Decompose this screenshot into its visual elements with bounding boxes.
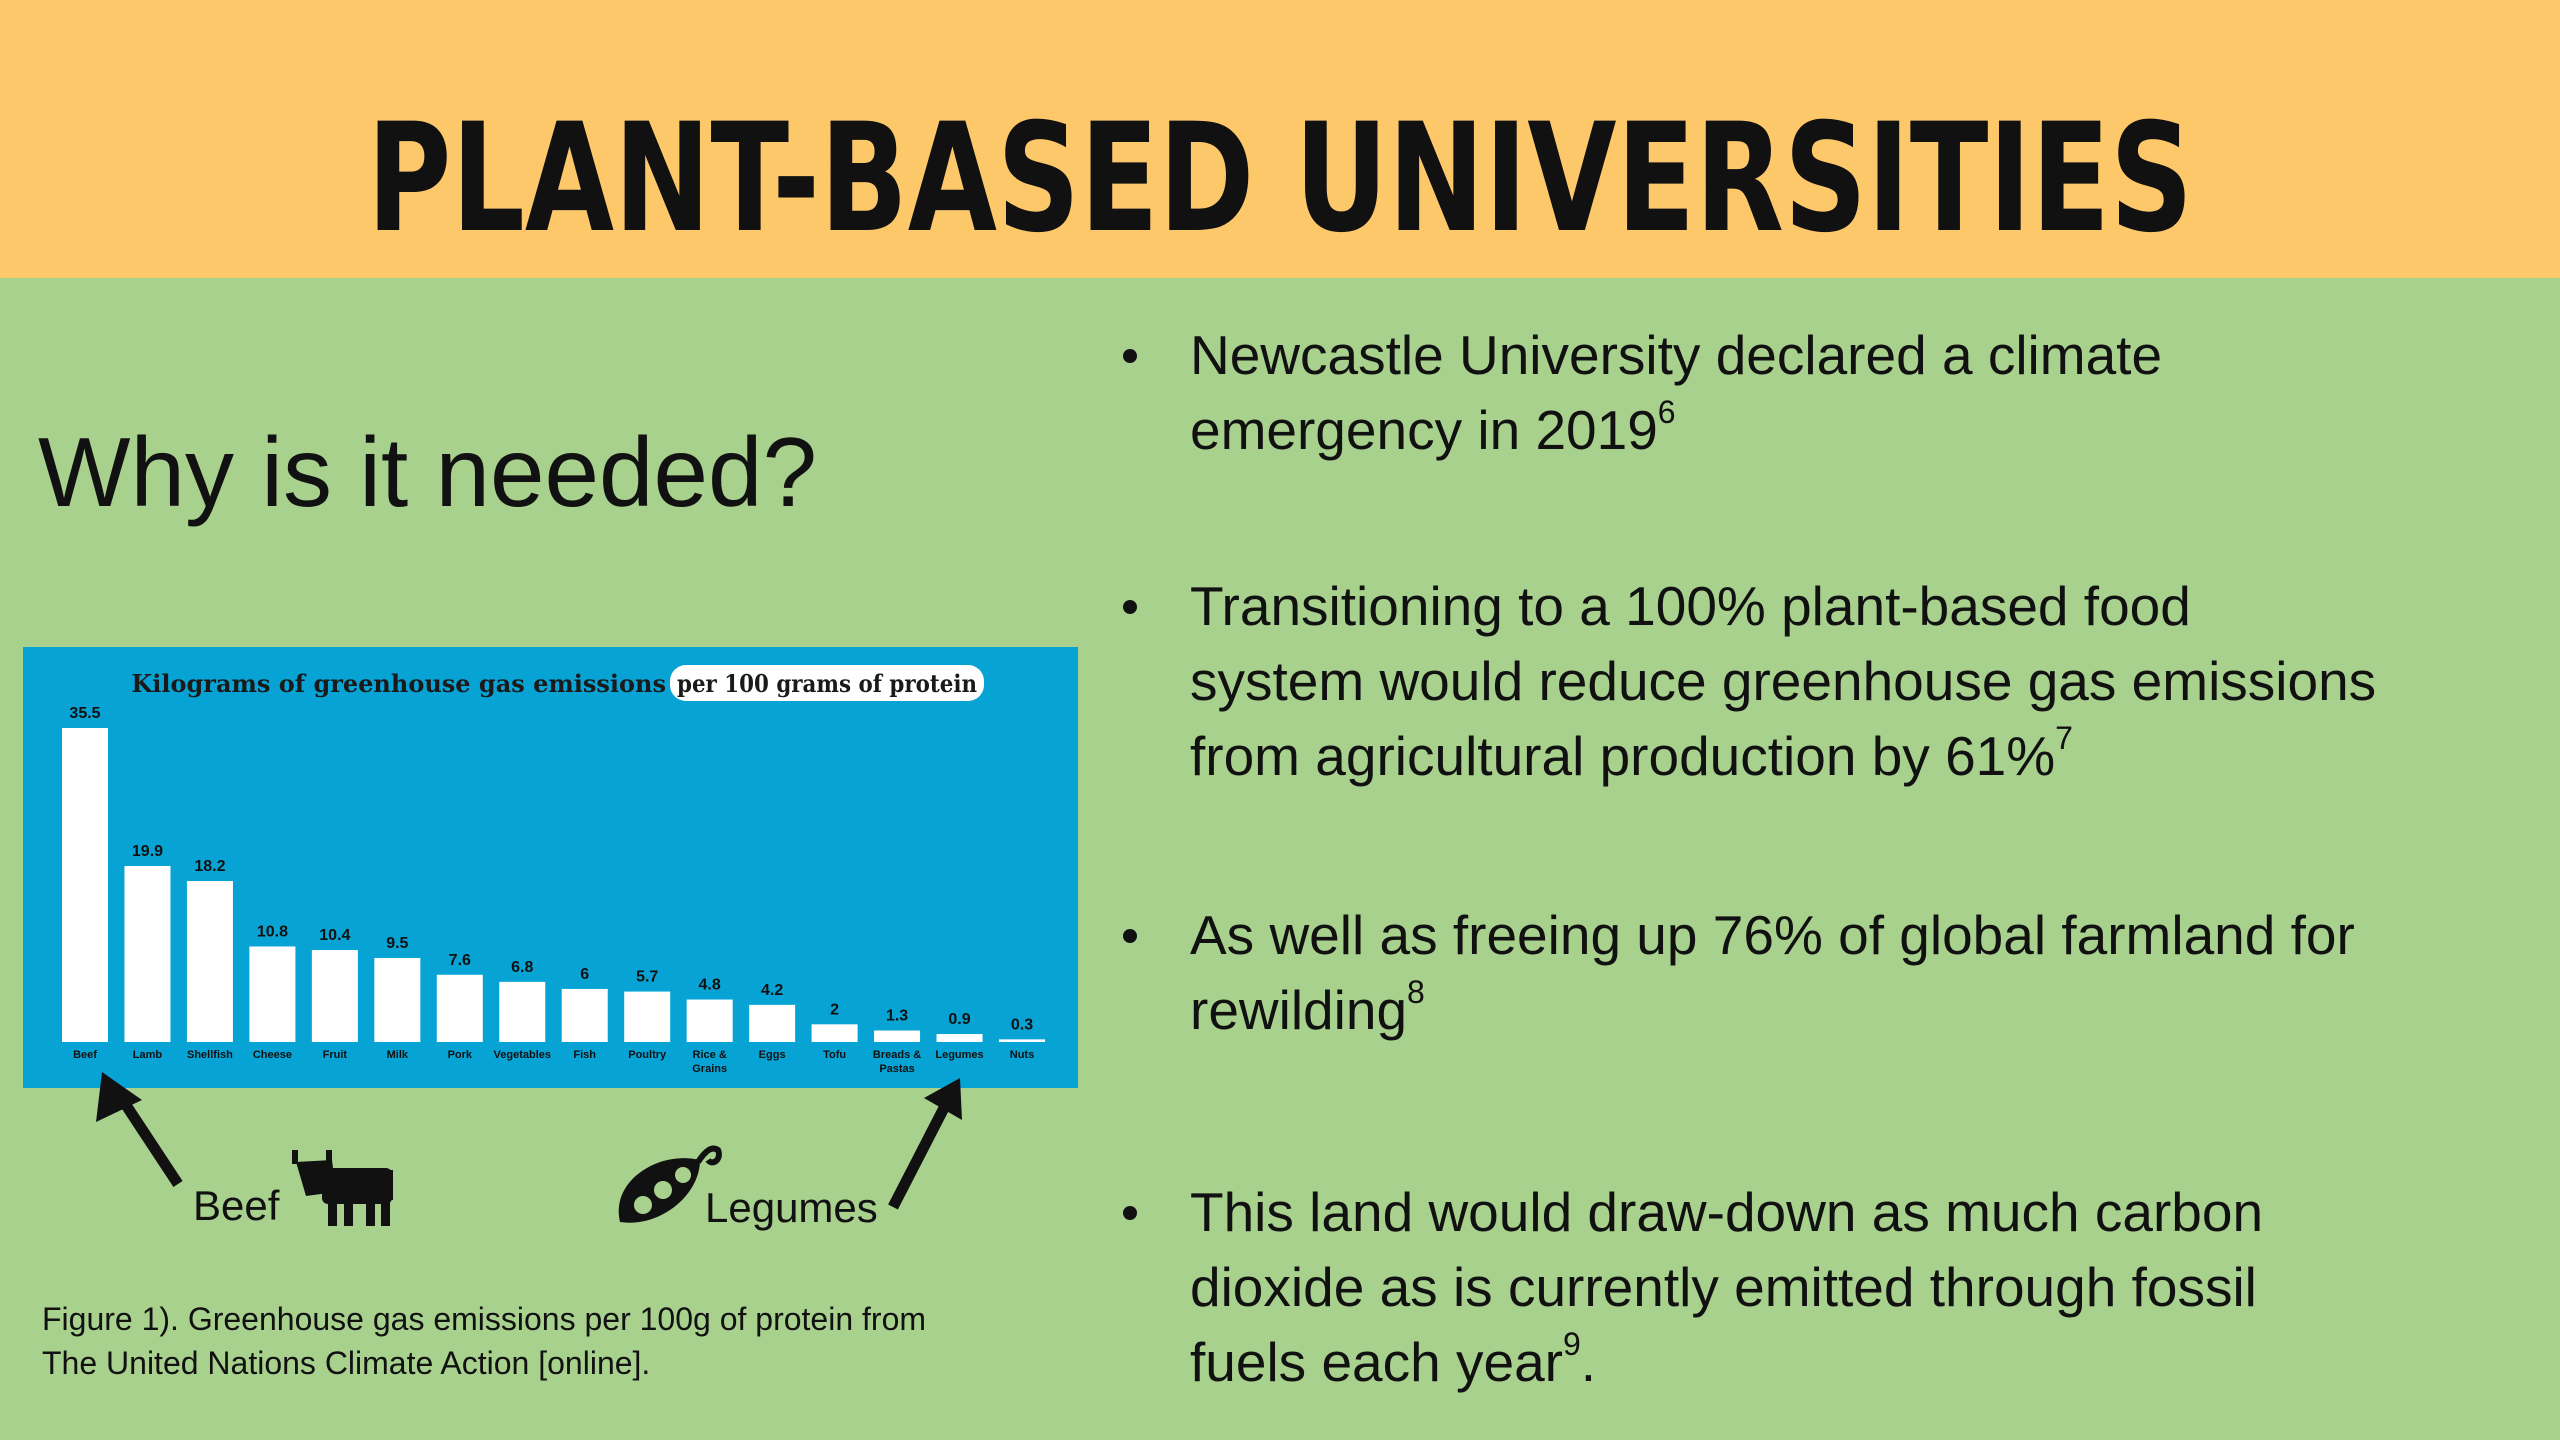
bullet-tail: . bbox=[1580, 1331, 1597, 1393]
chart-title: Kilograms of greenhouse gas emissions bbox=[131, 669, 666, 698]
bullet-text: system would reduce greenhouse gas emiss… bbox=[1190, 650, 2377, 712]
category-label: Lamb bbox=[133, 1049, 163, 1061]
value-label: 2 bbox=[830, 1001, 839, 1018]
value-label: 7.6 bbox=[449, 952, 471, 969]
bullet-line: emergency in 20196 bbox=[1190, 393, 1676, 468]
arrows bbox=[96, 1072, 962, 1210]
value-label: 5.7 bbox=[636, 969, 658, 986]
bullet-text: emergency in 2019 bbox=[1190, 399, 1658, 461]
bullet-line: system would reduce greenhouse gas emiss… bbox=[1190, 644, 2376, 719]
category-label: Legumes bbox=[935, 1049, 983, 1061]
bullet-text: rewilding bbox=[1190, 979, 1408, 1041]
category-label: Vegetables bbox=[494, 1049, 551, 1061]
bullet-line: Newcastle University declared a climate bbox=[1190, 318, 2162, 393]
reference-number: 7 bbox=[2055, 720, 2073, 756]
bar bbox=[499, 981, 546, 1042]
chart-title-highlight: per 100 grams of protein bbox=[677, 669, 977, 698]
bar bbox=[311, 950, 358, 1042]
arrow bbox=[888, 1101, 951, 1210]
bar bbox=[936, 1034, 983, 1042]
beef-label: Beef bbox=[193, 1182, 280, 1229]
bar bbox=[624, 991, 671, 1042]
bullet-text: Newcastle University declared a climate bbox=[1190, 324, 2163, 386]
bar bbox=[374, 957, 421, 1042]
bullet-line: rewilding8 bbox=[1190, 973, 1425, 1048]
value-label: 1.3 bbox=[886, 1008, 908, 1025]
arrow-head bbox=[924, 1078, 962, 1120]
bullet-line: fuels each year9. bbox=[1190, 1325, 1596, 1400]
bullet-line: This land would draw-down as much carbon bbox=[1190, 1175, 2263, 1250]
bar bbox=[999, 1039, 1045, 1042]
bullet-text: Transitioning to a 100% plant-based food bbox=[1190, 575, 2191, 637]
value-label: 10.4 bbox=[319, 927, 350, 944]
bar bbox=[436, 974, 483, 1042]
value-label: 0.3 bbox=[1011, 1016, 1033, 1033]
bullet-dot bbox=[1123, 349, 1137, 363]
category-label: Tofu bbox=[823, 1049, 846, 1061]
category-label: Cheese bbox=[253, 1049, 292, 1061]
category-label: Milk bbox=[387, 1049, 409, 1061]
value-label: 0.9 bbox=[948, 1011, 970, 1028]
bullet-line: As well as freeing up 76% of global farm… bbox=[1190, 898, 2355, 973]
bullet-text: This land would draw-down as much carbon bbox=[1190, 1181, 2264, 1243]
category-label: Eggs bbox=[759, 1049, 786, 1061]
category-label: Fish bbox=[573, 1049, 596, 1061]
category-label: Rice & Grains bbox=[692, 1049, 727, 1075]
value-label: 19.9 bbox=[132, 843, 163, 860]
bullet-line: dioxide as is currently emitted through … bbox=[1190, 1250, 2257, 1325]
slide-title: PLANT-BASED UNIVERSITIES bbox=[367, 92, 2193, 266]
value-label: 35.5 bbox=[69, 705, 100, 722]
value-label: 10.8 bbox=[257, 923, 288, 940]
chart: Kilograms of greenhouse gas emissions per… bbox=[23, 647, 1078, 1088]
bullet-line: from agricultural production by 61%7 bbox=[1190, 719, 2073, 794]
arrow-head bbox=[96, 1072, 142, 1122]
bar bbox=[561, 988, 608, 1042]
category-label: Pork bbox=[448, 1049, 473, 1061]
legumes-label: Legumes bbox=[705, 1184, 878, 1231]
value-label: 4.8 bbox=[699, 977, 721, 994]
title-highlight bbox=[670, 665, 984, 701]
category-label: Fruit bbox=[323, 1049, 348, 1061]
bar bbox=[62, 728, 108, 1042]
category-label: Breads & Pastas bbox=[873, 1049, 921, 1075]
bar bbox=[874, 1030, 921, 1042]
category-label: Nuts bbox=[1010, 1049, 1034, 1061]
bar bbox=[811, 1024, 858, 1042]
reference-number: 8 bbox=[1407, 974, 1425, 1010]
bar bbox=[249, 946, 296, 1042]
value-label: 4.2 bbox=[761, 982, 783, 999]
bullet-text: from agricultural production by 61% bbox=[1190, 725, 2056, 787]
caption-line: Figure 1). Greenhouse gas emissions per … bbox=[42, 1301, 926, 1337]
bullet-text: fuels each year bbox=[1190, 1331, 1563, 1393]
bar bbox=[686, 999, 733, 1042]
arrow bbox=[115, 1092, 183, 1188]
value-label: 18.2 bbox=[194, 858, 225, 875]
bullet-line: Transitioning to a 100% plant-based food bbox=[1190, 569, 2191, 644]
bar bbox=[186, 881, 233, 1042]
bar bbox=[124, 865, 171, 1042]
bar bbox=[749, 1004, 796, 1042]
bullet-dot bbox=[1123, 600, 1137, 614]
pea-icon bbox=[618, 1145, 722, 1223]
bullet-text: As well as freeing up 76% of global farm… bbox=[1190, 904, 2355, 966]
reference-number: 6 bbox=[1657, 394, 1676, 430]
header-band bbox=[0, 0, 2560, 278]
bullet-dot bbox=[1123, 1206, 1137, 1220]
value-label: 9.5 bbox=[386, 935, 408, 952]
category-label: Beef bbox=[73, 1049, 97, 1061]
section-heading: Why is it needed? bbox=[38, 417, 817, 527]
category-label: Shellfish bbox=[187, 1049, 233, 1061]
category-label: Poultry bbox=[628, 1049, 667, 1061]
value-label: 6.8 bbox=[511, 959, 533, 976]
chart-background bbox=[23, 647, 1078, 1088]
cow-icon bbox=[292, 1150, 393, 1226]
bullet-text: dioxide as is currently emitted through … bbox=[1190, 1256, 2257, 1318]
caption-line: The United Nations Climate Action [onlin… bbox=[42, 1345, 650, 1381]
value-label: 6 bbox=[580, 966, 589, 983]
bullet-dot bbox=[1123, 929, 1137, 943]
reference-number: 9 bbox=[1563, 1326, 1581, 1362]
